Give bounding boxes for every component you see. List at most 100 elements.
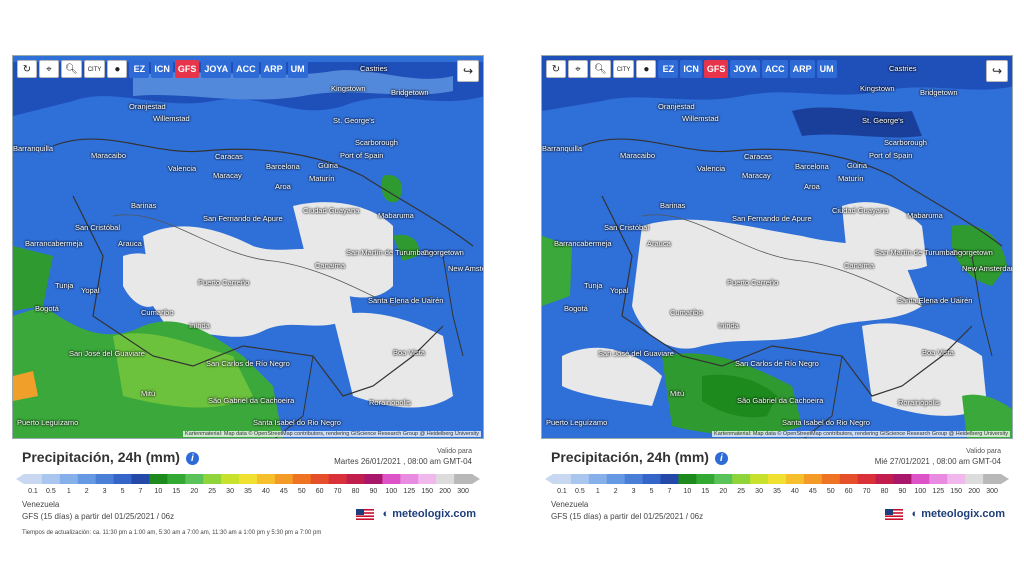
place-label: Bogotá bbox=[35, 304, 59, 313]
place-label: Maracay bbox=[213, 171, 242, 180]
model-button-arp[interactable]: ARP bbox=[260, 60, 286, 78]
brand-logo[interactable]: ◐ meteologix.com bbox=[382, 508, 476, 520]
place-label: São Gabriel da Cachoeira bbox=[208, 396, 295, 405]
scale-swatch bbox=[95, 474, 115, 484]
scale-arrow-left bbox=[16, 474, 24, 484]
refresh-icon[interactable]: ↻ bbox=[17, 60, 37, 78]
scale-tick-label: 90 bbox=[898, 488, 907, 495]
model-button-gfs[interactable]: GFS bbox=[174, 60, 200, 78]
model-button-joya[interactable]: JOYA bbox=[730, 60, 761, 78]
model-button-joya[interactable]: JOYA bbox=[201, 60, 232, 78]
scale-tick-label: 70 bbox=[333, 488, 342, 495]
place-label: Maturín bbox=[309, 174, 335, 183]
scale-tick-label: 45 bbox=[808, 488, 817, 495]
scale-swatch bbox=[185, 474, 204, 484]
place-label: Canaima bbox=[315, 261, 346, 270]
model-button-ez[interactable]: EZ bbox=[129, 60, 150, 78]
share-icon[interactable]: ↪ bbox=[457, 60, 479, 82]
zoom-icon[interactable]: 🔍︎ bbox=[590, 60, 611, 78]
scale-tick-label: 0.5 bbox=[575, 488, 585, 495]
model-button-um[interactable]: UM bbox=[816, 60, 837, 78]
zoom-icon[interactable]: 🔍︎ bbox=[61, 60, 82, 78]
place-label: Boa Vista bbox=[393, 348, 425, 357]
model-button-acc[interactable]: ACC bbox=[762, 60, 788, 78]
dot-icon[interactable]: ● bbox=[636, 60, 657, 78]
info-icon[interactable]: i bbox=[185, 452, 199, 465]
scale-tick-label: 150 bbox=[950, 488, 963, 495]
scale-tick-label: 30 bbox=[755, 488, 763, 495]
model-button-gfs[interactable]: GFS bbox=[703, 60, 729, 78]
model-run-label: GFS (15 días) a partir del 01/25/2021 / … bbox=[22, 512, 175, 521]
us-flag-icon[interactable] bbox=[356, 509, 374, 520]
place-label: Oranjestad bbox=[658, 102, 695, 111]
scale-arrow-left bbox=[545, 474, 553, 484]
scale-swatch bbox=[203, 474, 222, 484]
place-label: New Amsterdam bbox=[448, 264, 483, 273]
scale-swatch bbox=[929, 474, 948, 484]
scale-tick-label: 70 bbox=[862, 488, 871, 495]
valid-date: Mié 27/01/2021 , 08:00 am GMT-04 bbox=[874, 457, 1001, 466]
scale-tick-label: 35 bbox=[773, 488, 781, 495]
scale-swatch bbox=[24, 474, 43, 484]
place-label: Tunja bbox=[584, 281, 603, 290]
color-scale bbox=[545, 474, 1009, 484]
scale-swatch bbox=[732, 474, 751, 484]
place-label: Maracay bbox=[742, 171, 771, 180]
brand-logo[interactable]: ◐ meteologix.com bbox=[911, 508, 1005, 520]
place-label: Ciudad Guayana bbox=[832, 206, 889, 215]
scale-swatch bbox=[328, 474, 348, 484]
model-button-arp[interactable]: ARP bbox=[789, 60, 815, 78]
precipitation-map[interactable]: ↻ ⌖ 🔍︎ CITY ● EZ ICN GFS JOYA ACC ARP UM… bbox=[12, 55, 484, 439]
city-icon[interactable]: CITY bbox=[83, 60, 106, 78]
scale-tick-label: 90 bbox=[369, 488, 378, 495]
place-label: San José del Guaviare bbox=[598, 349, 674, 358]
scale-tick-label: 7 bbox=[138, 488, 143, 495]
share-icon[interactable]: ↪ bbox=[986, 60, 1008, 82]
scale-tick-label: 125 bbox=[932, 488, 945, 495]
model-button-acc[interactable]: ACC bbox=[233, 60, 259, 78]
scale-tick-label: 50 bbox=[826, 488, 835, 495]
place-label: Kingstown bbox=[860, 84, 895, 93]
place-label: Yopal bbox=[81, 286, 100, 295]
place-label: Santa Elena de Uairén bbox=[368, 296, 444, 305]
place-label: Santa Isabel do Rio Negro bbox=[782, 418, 870, 427]
city-icon[interactable]: CITY bbox=[612, 60, 635, 78]
scale-tick-label: 40 bbox=[262, 488, 270, 495]
forecast-panel-right: ↻ ⌖ 🔍︎ CITY ● EZ ICN GFS JOYA ACC ARP UM… bbox=[541, 55, 1013, 545]
place-label: Oranjestad bbox=[129, 102, 166, 111]
dot-icon[interactable]: ● bbox=[107, 60, 128, 78]
place-label: Güiria bbox=[318, 161, 339, 170]
scale-swatch bbox=[400, 474, 419, 484]
precipitation-map[interactable]: ↻ ⌖ 🔍︎ CITY ● EZ ICN GFS JOYA ACC ARP UM… bbox=[541, 55, 1013, 439]
scale-swatch bbox=[678, 474, 697, 484]
scale-swatch bbox=[239, 474, 258, 484]
scale-swatch bbox=[875, 474, 894, 484]
scale-swatch bbox=[606, 474, 626, 484]
model-button-icn[interactable]: ICN bbox=[151, 60, 173, 78]
map-toolbar: ↻ ⌖ 🔍︎ CITY ● EZ ICN GFS JOYA ACC ARP UM bbox=[17, 60, 308, 78]
model-button-icn[interactable]: ICN bbox=[680, 60, 702, 78]
scale-swatch bbox=[588, 474, 608, 484]
place-label: Puerto Carreño bbox=[727, 278, 779, 287]
scale-tick-label: 50 bbox=[297, 488, 306, 495]
model-button-um[interactable]: UM bbox=[287, 60, 308, 78]
location-pin-icon[interactable]: ⌖ bbox=[39, 60, 59, 78]
place-label: Aroa bbox=[275, 182, 291, 191]
scale-arrow-right bbox=[472, 474, 480, 484]
location-pin-icon[interactable]: ⌖ bbox=[568, 60, 588, 78]
place-label: San José del Guaviare bbox=[69, 349, 145, 358]
place-label: Barcelona bbox=[795, 162, 829, 171]
place-label: Valencia bbox=[697, 164, 726, 173]
info-icon[interactable]: i bbox=[714, 452, 728, 465]
scale-tick-label: 100 bbox=[385, 488, 398, 495]
scale-swatch bbox=[624, 474, 644, 484]
refresh-icon[interactable]: ↻ bbox=[546, 60, 566, 78]
place-label: Castries bbox=[360, 64, 388, 73]
scale-arrow-right bbox=[1001, 474, 1009, 484]
scale-swatch bbox=[965, 474, 984, 484]
scale-tick-label: 35 bbox=[244, 488, 252, 495]
scale-swatch bbox=[131, 474, 150, 484]
place-label: Inírida bbox=[718, 321, 739, 330]
us-flag-icon[interactable] bbox=[885, 509, 903, 520]
model-button-ez[interactable]: EZ bbox=[658, 60, 679, 78]
